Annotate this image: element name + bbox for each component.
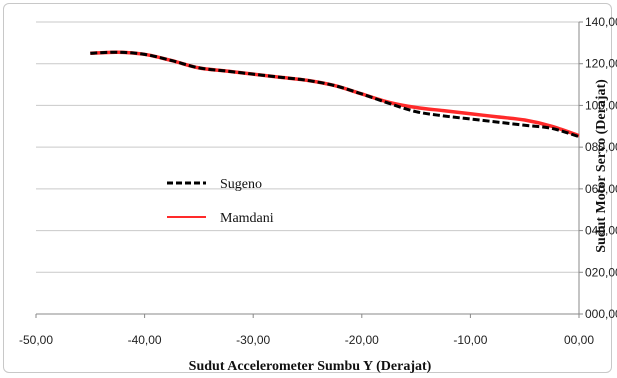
chart-frame	[3, 3, 612, 373]
x-tick-label: 00,00	[564, 333, 594, 347]
x-tick-label: -30,00	[236, 333, 270, 347]
y-tick-label: 020,00	[585, 265, 617, 279]
series-line-sugeno	[90, 50, 580, 139]
y-tick-label: 060,00	[585, 182, 617, 196]
grid	[36, 21, 579, 315]
axes: 000,00 020,00 040,00 060,00 080,00 100,00 120,…	[19, 15, 617, 347]
x-axis-title: Sudut Accelerometer Sumbu Y (Derajat)	[189, 359, 432, 374]
series-lines	[90, 50, 580, 139]
x-tick-label: -40,00	[128, 333, 162, 347]
y-tick-label: 080,00	[585, 140, 617, 154]
y-axis-title: Sudut Motor Servo (Derajat)	[594, 79, 609, 253]
y-tick-label: 120,00	[585, 57, 617, 71]
x-tick-label: -10,00	[453, 333, 487, 347]
legend-label-sugeno: Sugeno	[220, 177, 262, 192]
legend-label-mamdani: Mamdani	[220, 211, 274, 226]
y-tick-label: 040,00	[585, 224, 617, 238]
y-tick-label: 100,00	[585, 98, 617, 112]
y-tick-label: 140,00	[585, 15, 617, 29]
x-tick-label: -20,00	[345, 333, 379, 347]
y-tick-label: 000,00	[585, 307, 617, 321]
x-tick-label: -50,00	[19, 333, 53, 347]
legend: Sugeno Mamdani	[167, 177, 274, 226]
